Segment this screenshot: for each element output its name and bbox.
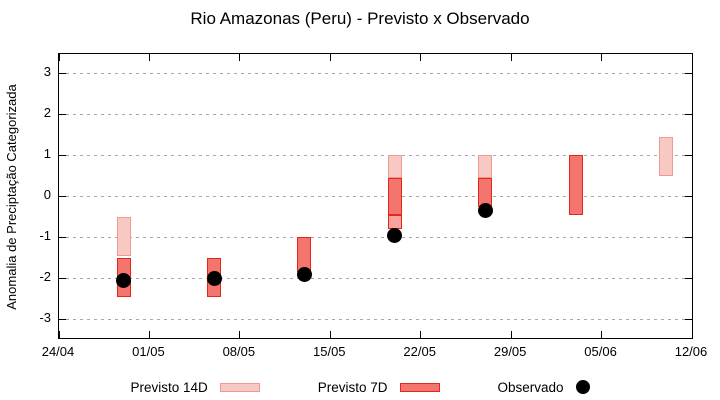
- x-tick-top: [691, 54, 693, 61]
- forecast-bar-segment-light: [478, 155, 493, 178]
- gridline-y-3: [59, 318, 692, 320]
- legend-label: Previsto 7D: [317, 379, 388, 395]
- x-tick-bottom: [58, 331, 60, 338]
- forecast-bar-segment-dark: [387, 177, 402, 215]
- y-tick-right: [685, 195, 692, 197]
- legend-item: Previsto 7D: [318, 380, 440, 395]
- x-tick-top: [329, 54, 331, 61]
- y-tick-label: -2: [39, 269, 51, 285]
- y-tick-right: [685, 72, 692, 74]
- legend-item: Previsto 14D: [130, 379, 260, 395]
- forecast-bar-segment-dark: [568, 155, 583, 215]
- legend-label: Previsto 14D: [130, 379, 208, 395]
- y-tick-label: -3: [39, 310, 51, 326]
- y-tick-left: [59, 318, 66, 320]
- y-tick-right: [685, 318, 692, 320]
- y-tick-right: [685, 113, 692, 115]
- y-tick-label: 0: [43, 187, 51, 203]
- y-tick-left: [59, 113, 66, 115]
- y-tick-label: 1: [43, 146, 51, 162]
- gridline-y-2: [59, 277, 692, 279]
- observed-dot: [477, 203, 493, 219]
- x-tick-top: [58, 54, 60, 61]
- observed-dot: [387, 227, 403, 243]
- x-tick-top: [510, 54, 512, 61]
- gridline-y1: [59, 154, 692, 156]
- x-tick-bottom: [691, 331, 693, 338]
- observed-dot: [116, 272, 132, 288]
- x-tick-bottom: [239, 331, 241, 338]
- x-tick-bottom: [148, 331, 150, 338]
- gridline-y3: [59, 72, 692, 74]
- y-tick-label: -1: [39, 228, 51, 244]
- y-axis-label: Anomalia de Preciptação Categorizada: [4, 84, 19, 310]
- gridline-y2: [59, 113, 692, 115]
- y-tick-right: [685, 236, 692, 238]
- y-tick-label: 3: [43, 64, 51, 80]
- legend-swatch-previsto-7d: [399, 382, 440, 392]
- x-tick-bottom: [420, 331, 422, 338]
- gridline-y0: [59, 195, 692, 197]
- legend-swatch-previsto-14d: [219, 382, 260, 392]
- x-tick-label: 15/05: [313, 344, 346, 359]
- x-tick-label: 29/05: [493, 344, 527, 359]
- x-tick-top: [239, 54, 241, 61]
- forecast-bar-segment-light: [116, 216, 131, 256]
- forecast-bar-segment-mid: [387, 214, 402, 230]
- y-tick-left: [59, 154, 66, 156]
- legend-label: Observado: [497, 379, 564, 395]
- x-tick-top: [601, 54, 603, 61]
- chart-title: Rio Amazonas (Peru) - Previsto x Observa…: [190, 9, 530, 28]
- x-tick-label: 12/06: [674, 344, 708, 359]
- gridline-y-1: [59, 236, 692, 238]
- y-tick-left: [59, 72, 66, 74]
- y-tick-label: 2: [43, 105, 51, 121]
- plot-area: [58, 53, 693, 339]
- observed-dot: [206, 270, 222, 286]
- x-tick-bottom: [510, 331, 512, 338]
- observed-dot: [296, 266, 312, 282]
- y-tick-right: [685, 154, 692, 156]
- x-tick-bottom: [329, 331, 331, 338]
- x-tick-label: 08/05: [222, 344, 256, 359]
- x-tick-bottom: [601, 331, 603, 338]
- chart-legend: Previsto 14D Previsto 7D Observado: [0, 375, 720, 399]
- y-tick-left: [59, 195, 66, 197]
- y-tick-left: [59, 236, 66, 238]
- y-tick-right: [685, 277, 692, 279]
- forecast-bar-segment-light: [659, 136, 674, 176]
- x-tick-label: 24/04: [41, 344, 75, 359]
- x-tick-top: [148, 54, 150, 61]
- x-tick-label: 22/05: [403, 344, 436, 359]
- x-tick-label: 05/06: [584, 344, 617, 359]
- forecast-bar-segment-light: [387, 155, 402, 178]
- x-tick-top: [420, 54, 422, 61]
- x-tick-label: 01/05: [132, 344, 165, 359]
- legend-observed-dot-icon: [575, 380, 590, 394]
- legend-item: Observado: [498, 380, 590, 395]
- y-tick-left: [59, 277, 66, 279]
